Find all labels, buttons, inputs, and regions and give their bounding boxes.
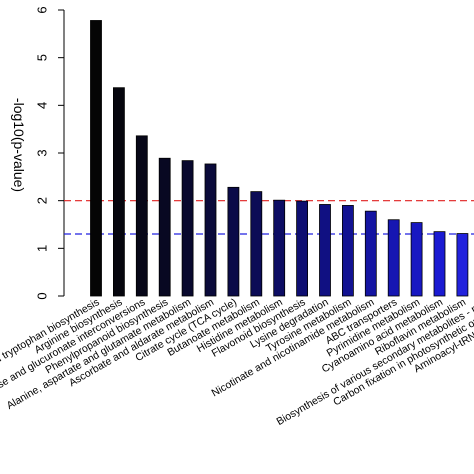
y-tick-label: 3 [35,149,50,156]
bar [158,157,171,297]
bar [135,135,148,297]
bar [227,186,240,297]
bar [410,222,423,297]
y-axis-title: -log10(p-value) [11,98,27,192]
y-tick-label: 2 [35,197,50,204]
bar [387,219,400,297]
bar [90,20,102,297]
bar [250,191,263,297]
y-tick-label: 1 [35,245,50,252]
bar [181,160,194,297]
bar [273,199,286,297]
y-tick-label: 0 [35,292,50,299]
bar [296,200,309,297]
y-axis: 0 1 2 3 4 5 6 [35,6,65,300]
y-tick-label: 5 [35,54,50,61]
bar [433,231,446,297]
y-tick-label: 6 [35,6,50,13]
reference-lines [64,200,474,235]
bar [113,87,125,297]
y-tick-label: 4 [35,102,50,109]
bar [341,205,354,297]
bars [90,20,469,297]
bar [456,233,469,297]
bar [319,204,331,297]
y-axis-title-group: -log10(p-value) [11,98,27,192]
bar [204,163,217,297]
category-labels: Phenylalanine, tyrosine and tryptophan b… [0,296,474,428]
bar [364,210,377,297]
